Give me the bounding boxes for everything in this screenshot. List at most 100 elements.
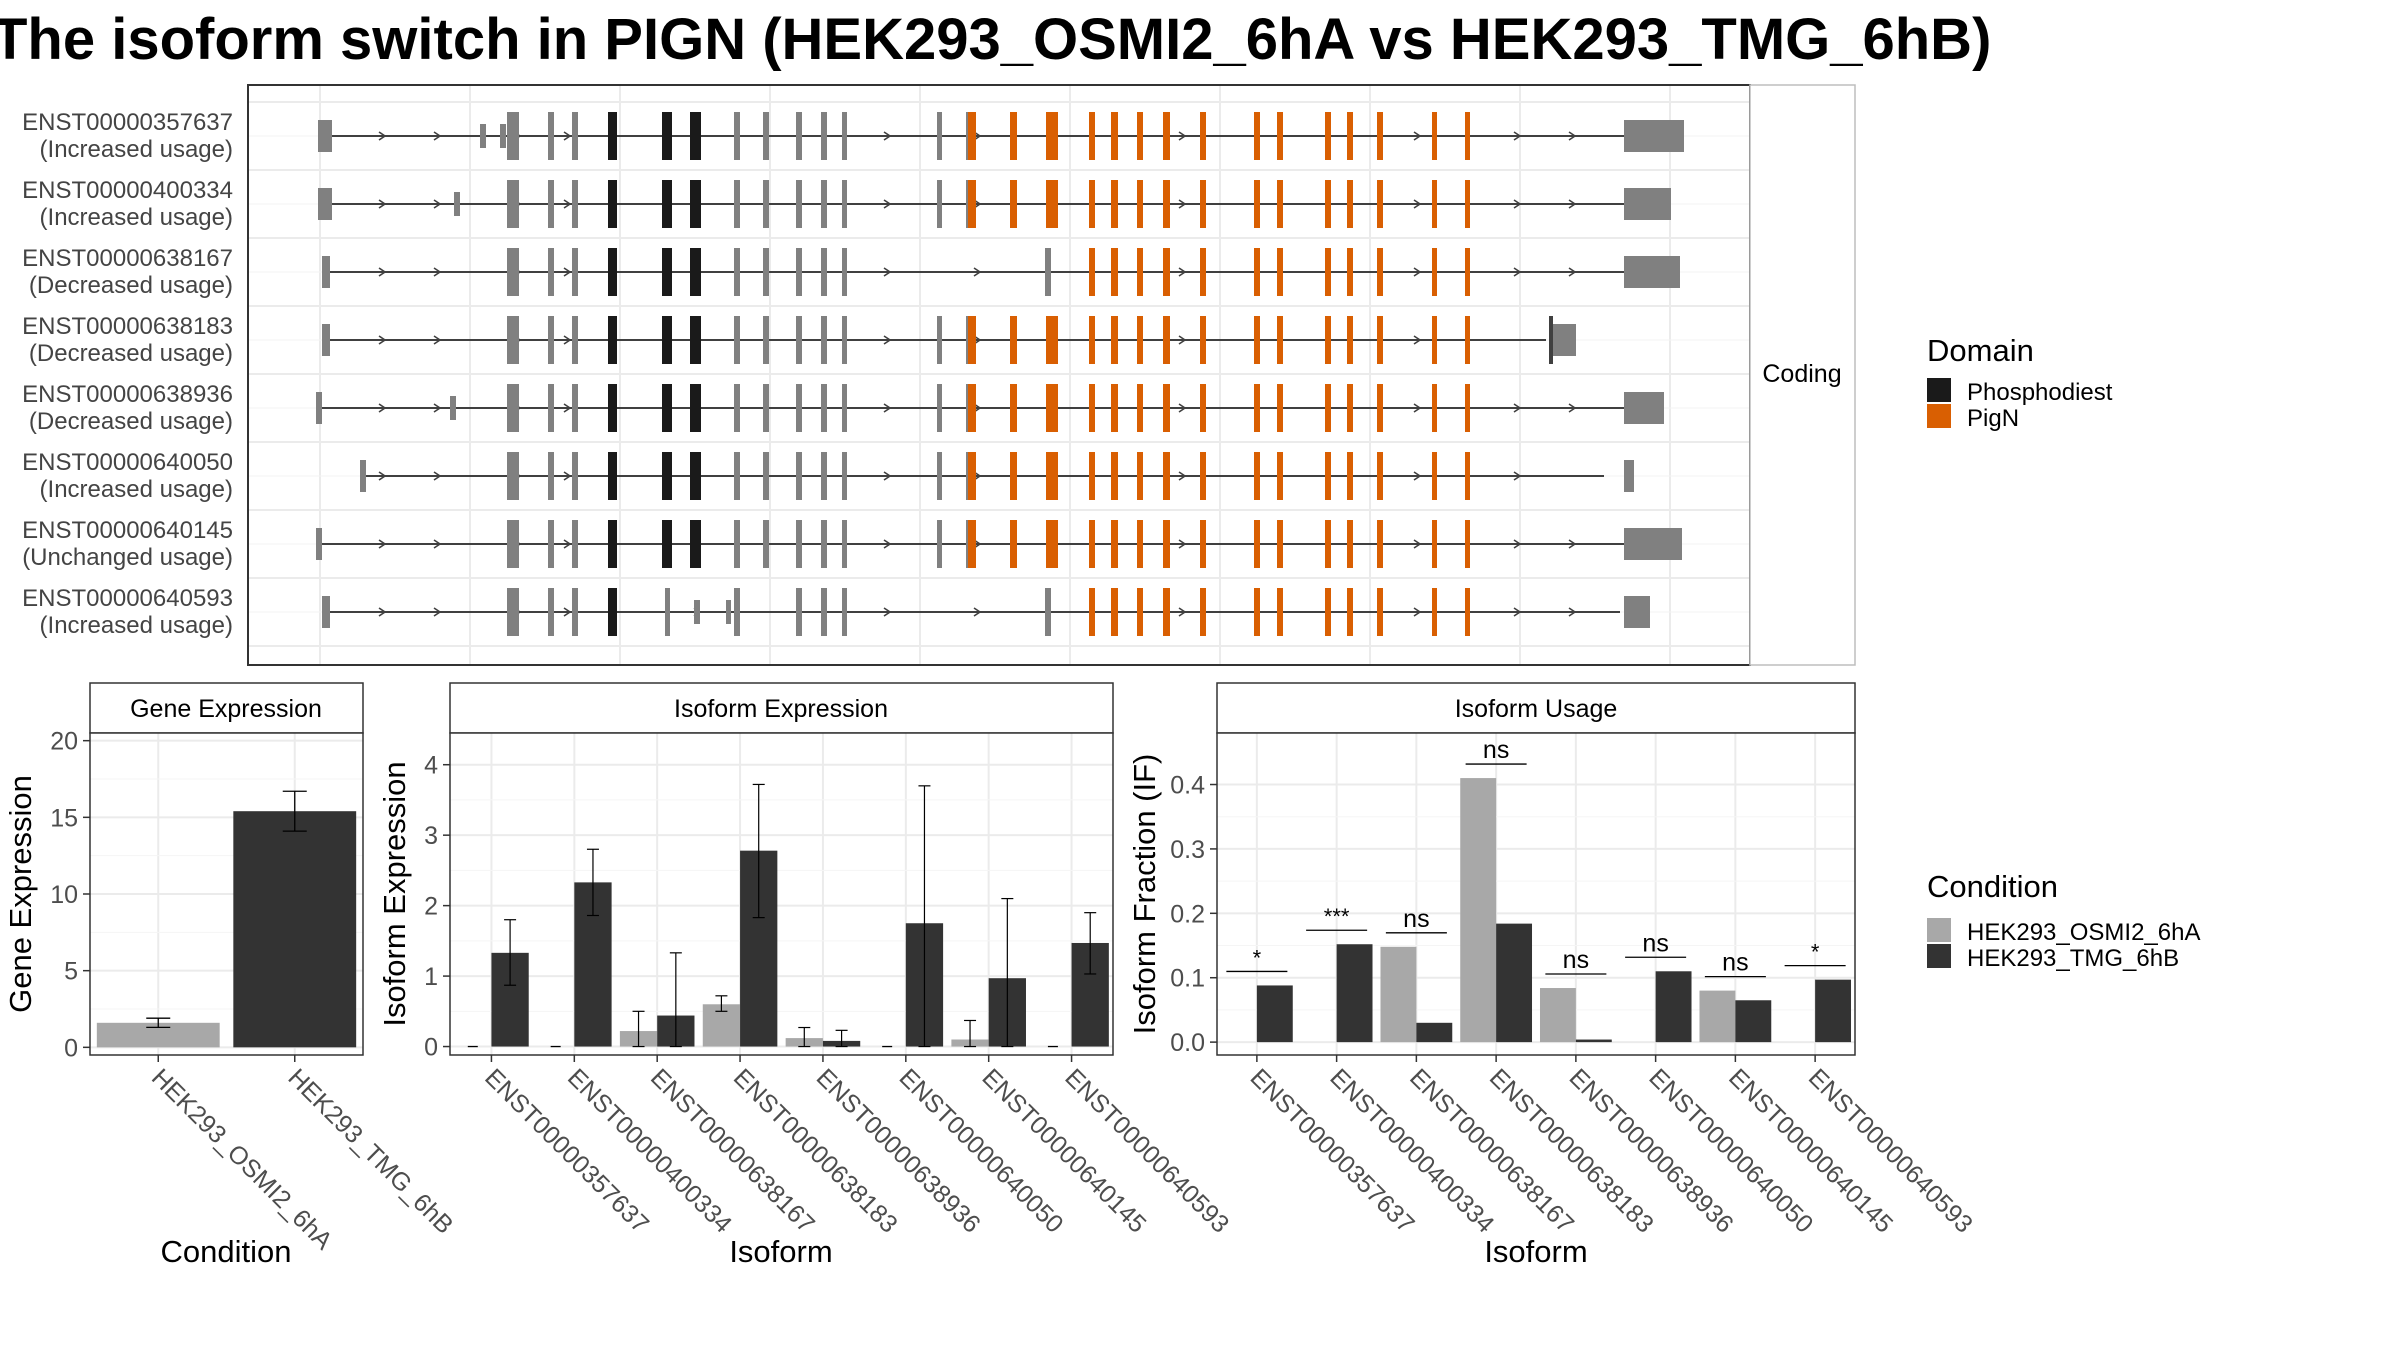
exon-pign-domain bbox=[1347, 316, 1353, 364]
exon-pign-domain bbox=[1010, 180, 1017, 228]
exon-coding bbox=[763, 316, 769, 364]
y-tick-label: 0.3 bbox=[1170, 836, 1205, 864]
strand-arrow bbox=[433, 403, 442, 413]
exon-utr bbox=[1624, 188, 1671, 220]
exon-pign-domain bbox=[1137, 588, 1143, 636]
exon-coding bbox=[572, 316, 578, 364]
exon-coding bbox=[763, 180, 769, 228]
legend-swatch-condition-a bbox=[1927, 918, 1951, 942]
transcript-structure-panel: Coding bbox=[247, 84, 1856, 666]
exon-pign-domain bbox=[968, 520, 976, 568]
strand-arrow bbox=[883, 403, 892, 413]
strand-arrow bbox=[883, 131, 892, 141]
exon-pign-domain bbox=[1465, 180, 1470, 228]
exon-coding bbox=[796, 384, 802, 432]
exon-pign-domain bbox=[1347, 588, 1353, 636]
strand-arrow bbox=[1568, 199, 1577, 209]
exon-pign-domain bbox=[1254, 180, 1260, 228]
exon-pign-domain bbox=[1010, 316, 1017, 364]
exon-pign-domain bbox=[1051, 452, 1058, 500]
exon-pign-domain bbox=[1200, 112, 1206, 160]
exon-pign-domain bbox=[968, 316, 976, 364]
isoform-usage-panel: Isoform Usage 0.00.10.20.30.4**** nsnsnsn… bbox=[1127, 682, 1978, 1269]
strand-arrow bbox=[1413, 403, 1422, 413]
strand-arrow bbox=[1413, 199, 1422, 209]
domain-legend: Domain Phosphodiest PigN bbox=[1927, 333, 2113, 432]
significance-label: ns bbox=[1403, 905, 1429, 933]
exon-coding bbox=[548, 112, 554, 160]
strand-arrow bbox=[1568, 539, 1577, 549]
exon-pign-domain bbox=[1200, 452, 1206, 500]
strand-arrow bbox=[1178, 539, 1187, 549]
bar bbox=[1735, 1000, 1772, 1043]
y-tick-label: 10 bbox=[50, 881, 78, 909]
exon-coding bbox=[796, 248, 802, 296]
transcript-id-label: ENST00000638936 bbox=[22, 381, 233, 408]
exon-pign-domain bbox=[1432, 588, 1437, 636]
transcript-id-label: ENST00000357637 bbox=[22, 109, 233, 136]
exon-pign-domain bbox=[1137, 316, 1143, 364]
transcript-row bbox=[360, 452, 1634, 500]
exon-coding bbox=[572, 452, 578, 500]
exon-pign-domain bbox=[968, 180, 976, 228]
exon-pign-domain bbox=[1163, 384, 1170, 432]
exon-pign-domain bbox=[1377, 384, 1383, 432]
strand-arrow bbox=[433, 335, 442, 345]
y-tick-label: 0 bbox=[424, 1034, 438, 1062]
transcript-usage-label: (Decreased usage) bbox=[29, 408, 233, 435]
bar bbox=[1699, 990, 1736, 1043]
exon-pign-domain bbox=[1137, 180, 1143, 228]
exon-pign-domain bbox=[1377, 180, 1383, 228]
exon-phosphodiest-domain bbox=[690, 520, 700, 568]
exon-utr bbox=[360, 460, 366, 492]
transcript-row bbox=[322, 588, 1650, 636]
exon-pign-domain bbox=[1051, 316, 1058, 364]
exon-utr bbox=[322, 324, 330, 356]
strand-arrow bbox=[1178, 471, 1187, 481]
significance-label: ns bbox=[1563, 946, 1589, 974]
exon-pign-domain bbox=[1465, 520, 1470, 568]
exon-pign-domain bbox=[1111, 588, 1118, 636]
gene-expression-xlabel: Condition bbox=[161, 1234, 292, 1269]
x-tick-label: ENST00000640145 bbox=[976, 1063, 1151, 1238]
legend-label-pign: PigN bbox=[1967, 405, 2019, 432]
bar bbox=[1575, 1039, 1612, 1043]
domain-legend-title: Domain bbox=[1927, 333, 2034, 368]
exon-coding bbox=[937, 316, 942, 364]
exon-pign-domain bbox=[1254, 112, 1260, 160]
exon-coding bbox=[821, 112, 827, 160]
exon-noncoding bbox=[694, 600, 700, 624]
y-tick-label: 0.1 bbox=[1170, 965, 1205, 993]
exon-coding bbox=[734, 316, 740, 364]
exon-coding bbox=[734, 588, 740, 636]
exon-coding bbox=[507, 316, 519, 364]
exon-coding bbox=[734, 452, 740, 500]
exon-utr bbox=[316, 392, 322, 424]
exon-pign-domain bbox=[1377, 452, 1383, 500]
strand-arrow bbox=[378, 267, 387, 277]
isoform-expression-panel: Isoform Expression 01234ENST00000357637E… bbox=[377, 682, 1234, 1269]
exon-coding bbox=[507, 588, 519, 636]
exon-coding bbox=[572, 520, 578, 568]
exon-pign-domain bbox=[1046, 112, 1053, 160]
exon-pign-domain bbox=[1200, 180, 1206, 228]
strand-arrow bbox=[563, 539, 572, 549]
exon-pign-domain bbox=[1325, 180, 1331, 228]
exon-utr bbox=[316, 528, 322, 560]
exon-phosphodiest-domain bbox=[662, 316, 672, 364]
exon-pign-domain bbox=[1432, 452, 1437, 500]
exon-pign-domain bbox=[1347, 452, 1353, 500]
transcript-id-label: ENST00000400334 bbox=[22, 177, 233, 204]
exon-phosphodiest-domain bbox=[662, 520, 672, 568]
exon-utr bbox=[1624, 460, 1634, 492]
exon-pign-domain bbox=[1254, 452, 1260, 500]
exon-coding bbox=[763, 384, 769, 432]
strand-arrow bbox=[1178, 199, 1187, 209]
strand-arrow bbox=[1513, 199, 1522, 209]
exon-pign-domain bbox=[1325, 248, 1331, 296]
exon-pign-domain bbox=[1465, 112, 1470, 160]
transcript-labels: ENST00000357637(Increased usage)ENST0000… bbox=[22, 109, 233, 639]
exon-coding bbox=[842, 248, 847, 296]
exon-pign-domain bbox=[1377, 520, 1383, 568]
y-tick-label: 0.0 bbox=[1170, 1029, 1205, 1057]
